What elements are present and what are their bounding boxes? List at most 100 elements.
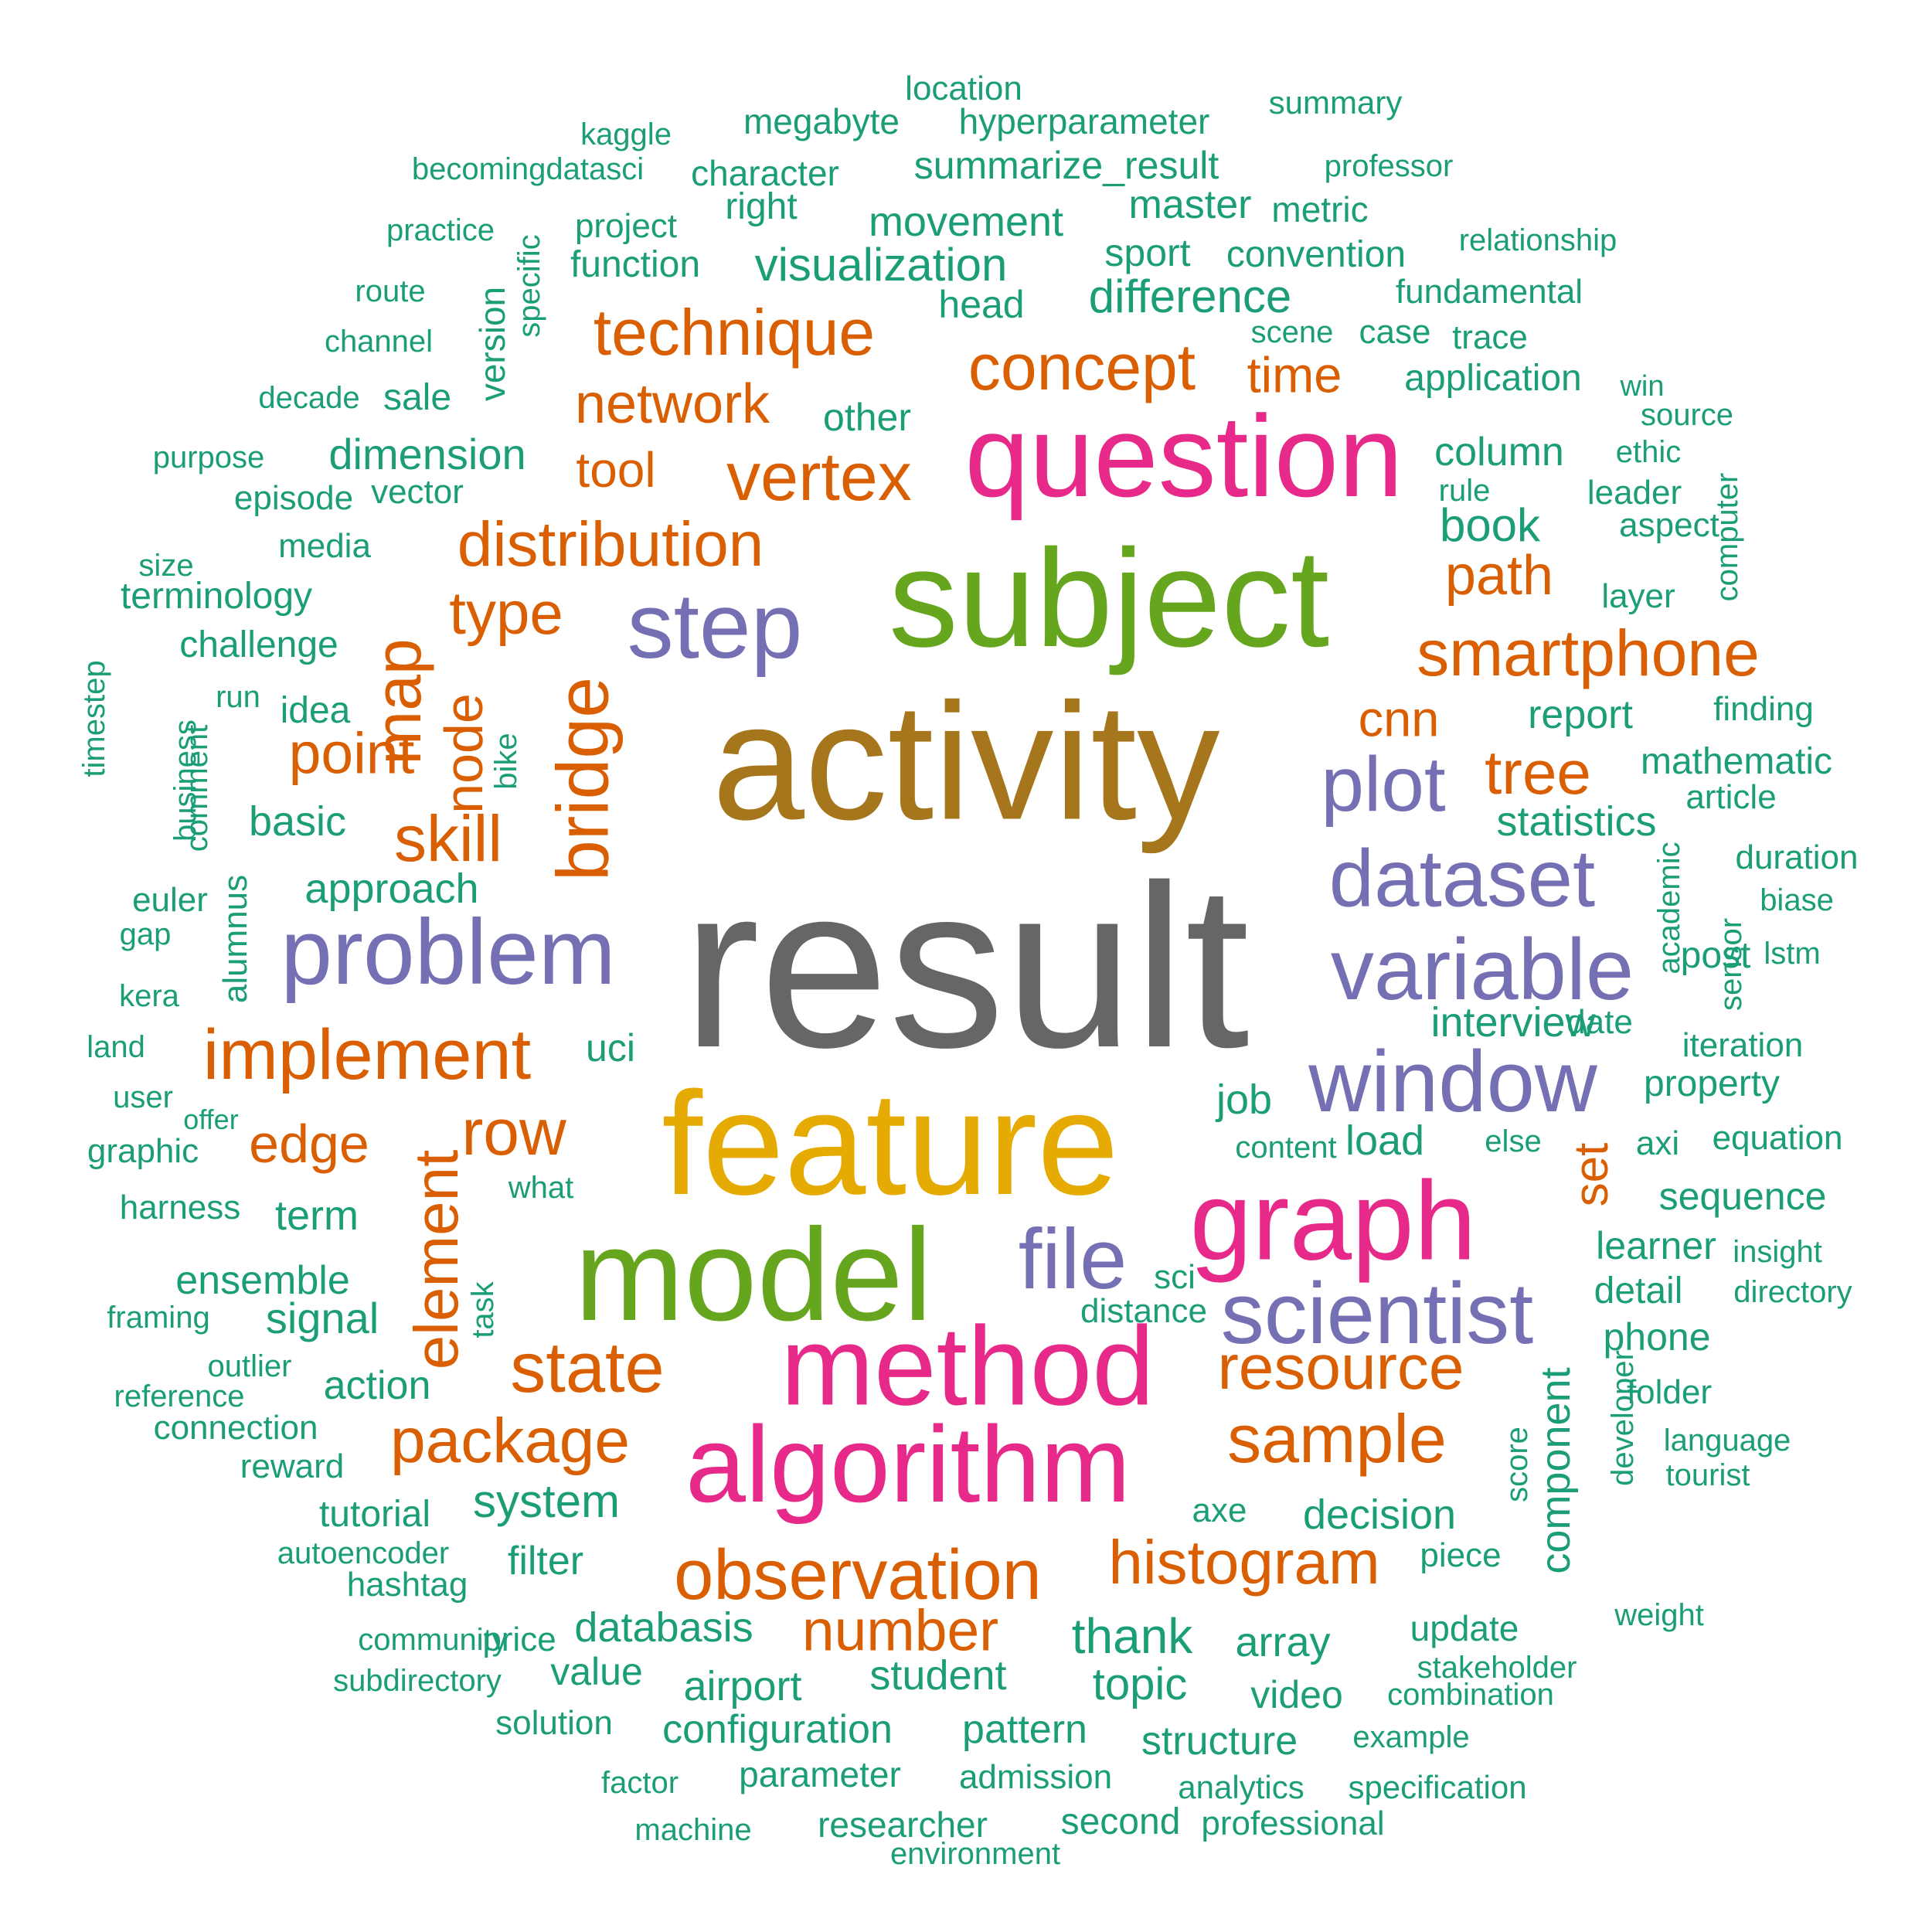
word-weight: weight: [1614, 1598, 1704, 1632]
word-vertex: vertex: [726, 438, 912, 515]
word-method: method: [781, 1303, 1155, 1429]
word-case: case: [1359, 313, 1431, 351]
word-equation: equation: [1712, 1119, 1843, 1157]
word-date: date: [1566, 1003, 1633, 1041]
word-lstm: lstm: [1764, 937, 1821, 971]
word-character: character: [691, 153, 839, 193]
word-article: article: [1685, 778, 1777, 816]
word-route: route: [355, 274, 426, 308]
word-system: system: [472, 1475, 621, 1527]
word-specific: specific: [512, 234, 546, 338]
word-decade: decade: [258, 381, 360, 415]
word-machine: machine: [634, 1813, 752, 1847]
word-sequence: sequence: [1658, 1175, 1827, 1218]
word-professor: professor: [1324, 149, 1454, 183]
word-rule: rule: [1438, 474, 1491, 508]
word-phone: phone: [1603, 1315, 1711, 1359]
word-student: student: [869, 1652, 1007, 1699]
word-user: user: [113, 1080, 173, 1114]
word-directory: directory: [1733, 1275, 1852, 1309]
word-variable: variable: [1330, 921, 1634, 1018]
word-job: job: [1216, 1077, 1273, 1123]
word-admission: admission: [958, 1758, 1113, 1796]
word-application: application: [1404, 358, 1582, 399]
word-video: video: [1250, 1673, 1343, 1716]
word-folder: folder: [1626, 1373, 1713, 1411]
word-signal: signal: [265, 1294, 379, 1342]
word-factor: factor: [600, 1766, 679, 1800]
word-approach: approach: [304, 866, 479, 912]
word-visualization: visualization: [754, 239, 1008, 291]
word-feature: feature: [662, 1062, 1119, 1226]
word-second: second: [1060, 1801, 1181, 1842]
word-size: size: [138, 549, 194, 583]
word-array: array: [1235, 1619, 1331, 1665]
word-run: run: [216, 680, 260, 714]
word-post: post: [1680, 935, 1751, 976]
word-biase: biase: [1760, 883, 1834, 917]
word-summary: summary: [1268, 84, 1403, 121]
word-observation: observation: [674, 1536, 1042, 1614]
word-source: source: [1640, 398, 1734, 432]
word-specification: specification: [1348, 1769, 1527, 1805]
word-framing: framing: [107, 1301, 210, 1335]
word-state: state: [510, 1328, 665, 1407]
word-idea: idea: [280, 690, 351, 731]
word-ensemble: ensemble: [175, 1258, 350, 1303]
word-point: point: [288, 720, 415, 786]
word-sale: sale: [383, 377, 452, 418]
word-harness: harness: [119, 1189, 241, 1226]
word-channel: channel: [324, 325, 434, 359]
word-result: result: [682, 836, 1250, 1096]
word-euler: euler: [132, 881, 208, 919]
word-task: task: [466, 1281, 500, 1338]
word-professional: professional: [1201, 1804, 1385, 1842]
word-load: load: [1345, 1117, 1425, 1164]
word-autoencoder: autoencoder: [277, 1536, 450, 1570]
word-leader: leader: [1587, 474, 1682, 512]
word-episode: episode: [233, 479, 354, 517]
word-report: report: [1528, 692, 1633, 737]
word-score: score: [1500, 1427, 1534, 1502]
word-terminology: terminology: [120, 576, 313, 617]
word-distribution: distribution: [457, 509, 764, 580]
word-outlier: outlier: [207, 1349, 292, 1383]
word-tree: tree: [1485, 738, 1591, 807]
word-layer: layer: [1601, 577, 1675, 615]
word-smartphone: smartphone: [1417, 617, 1760, 689]
word-solution: solution: [495, 1704, 613, 1742]
word-element: element: [402, 1149, 471, 1370]
word-thank: thank: [1071, 1608, 1193, 1664]
word-algorithm: algorithm: [685, 1403, 1131, 1525]
word-implement: implement: [202, 1015, 532, 1094]
word-what: what: [508, 1171, 574, 1205]
word-distance: distance: [1080, 1292, 1207, 1330]
word-language: language: [1663, 1423, 1791, 1458]
word-databasis: databasis: [574, 1604, 753, 1651]
word-subdirectory: subdirectory: [333, 1664, 502, 1698]
word-number: number: [801, 1597, 999, 1663]
word-plot: plot: [1321, 741, 1446, 828]
word-media: media: [278, 527, 371, 565]
word-set: set: [1565, 1142, 1618, 1207]
word-learner: learner: [1596, 1224, 1716, 1267]
word-time: time: [1247, 346, 1342, 403]
word-structure: structure: [1141, 1719, 1298, 1764]
word-scientist: scientist: [1220, 1265, 1534, 1362]
word-master: master: [1128, 182, 1252, 227]
word-fundamental: fundamental: [1395, 273, 1583, 311]
word-tool: tool: [576, 442, 656, 498]
word-activity: activity: [712, 668, 1220, 855]
word-reference: reference: [114, 1379, 245, 1413]
word-term: term: [275, 1192, 359, 1239]
word-component: component: [1532, 1367, 1579, 1574]
word-mathematic: mathematic: [1640, 741, 1833, 782]
word-combination: combination: [1387, 1678, 1554, 1712]
word-row: row: [461, 1096, 566, 1168]
word-sport: sport: [1104, 231, 1191, 274]
word-purpose: purpose: [152, 440, 265, 474]
word-stakeholder: stakeholder: [1417, 1651, 1577, 1685]
word-vector: vector: [371, 473, 464, 511]
word-content: content: [1235, 1131, 1337, 1165]
